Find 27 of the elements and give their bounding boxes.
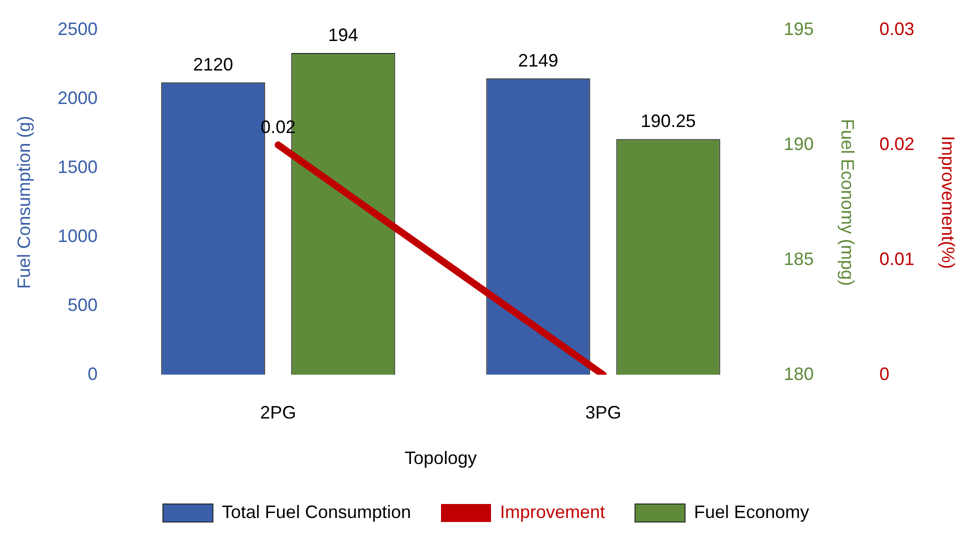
legend-label: Total Fuel Consumption: [222, 502, 412, 522]
y3-tick-label: 0.01: [879, 248, 914, 269]
y3-tick-label: 0.02: [879, 134, 914, 154]
x-axis-title: Topology: [404, 448, 477, 468]
y-tick-label: 2000: [58, 88, 98, 108]
y3-axis-title: Improvement(%): [938, 136, 958, 269]
legend-label: Improvement: [500, 502, 606, 522]
y-tick-label: 1000: [58, 226, 98, 246]
data-label: 2120: [193, 54, 234, 74]
y-tick-label: 500: [68, 294, 98, 315]
y-tick-label: 1500: [58, 156, 98, 177]
y-axis-title: Fuel Consumption (g): [14, 116, 34, 289]
legend-label: Fuel Economy: [694, 502, 810, 522]
y2-axis-title: Fuel Economy (mpg): [838, 118, 858, 286]
y2-tick-label: 180: [784, 364, 814, 384]
data-label: 190.25: [640, 111, 696, 132]
y2-tick-label: 190: [784, 134, 814, 154]
y3-tick-label: 0: [879, 364, 890, 384]
x-tick-label: 3PG: [585, 402, 622, 423]
y3-tick-label: 0.03: [879, 18, 914, 39]
y-tick-label: 0: [88, 364, 98, 384]
y-tick-label: 2500: [58, 18, 98, 39]
data-label: 194: [328, 24, 358, 45]
x-tick-label: 2PG: [260, 402, 296, 423]
y2-tick-label: 185: [784, 248, 814, 269]
data-label: 2149: [518, 50, 558, 70]
y2-tick-label: 195: [784, 18, 814, 39]
